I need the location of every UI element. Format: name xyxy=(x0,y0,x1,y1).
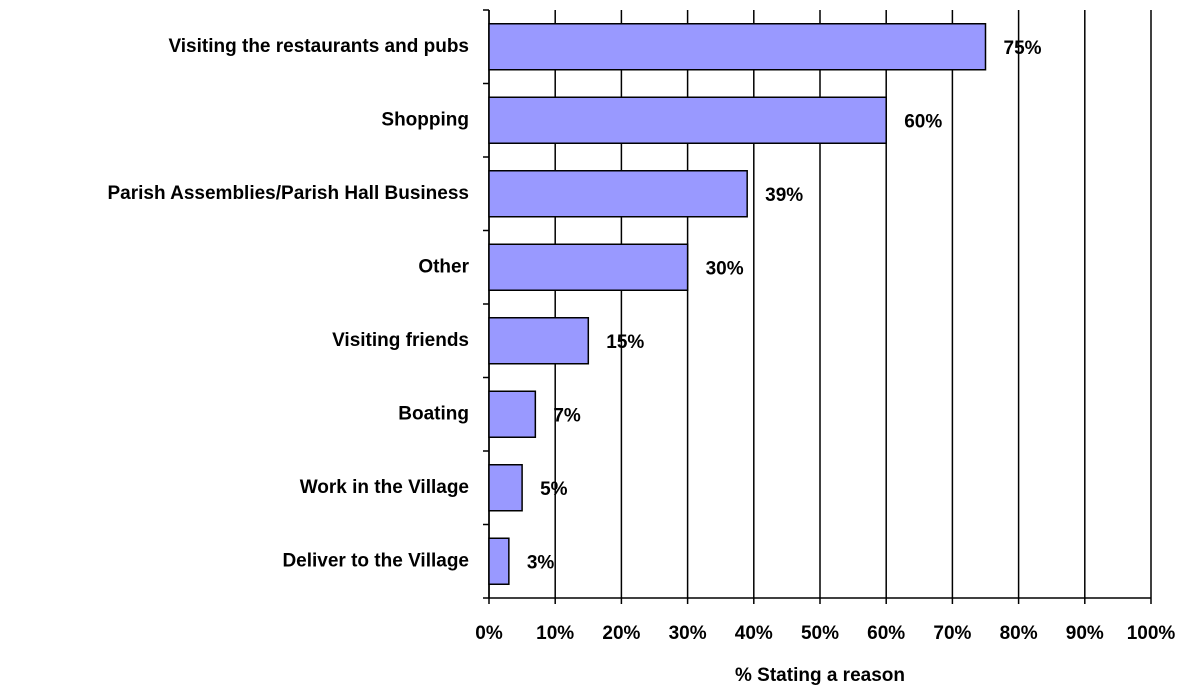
x-tick-label: 80% xyxy=(1000,623,1038,644)
data-label: 30% xyxy=(706,258,744,279)
y-tick-label: Other xyxy=(418,256,469,277)
y-tick-label: Visiting friends xyxy=(332,330,469,351)
y-tick-label: Deliver to the Village xyxy=(282,550,469,571)
x-tick-label: 90% xyxy=(1066,623,1104,644)
bar xyxy=(488,537,510,585)
x-tick-label: 0% xyxy=(475,623,503,644)
x-tick-label: 10% xyxy=(536,623,574,644)
data-label: 15% xyxy=(606,332,644,353)
bar xyxy=(488,464,523,512)
y-tick-label: Boating xyxy=(398,403,469,424)
data-label: 75% xyxy=(1004,38,1042,59)
y-tick-label: Shopping xyxy=(381,109,469,130)
data-label: 39% xyxy=(765,185,803,206)
x-tick-label: 100% xyxy=(1127,623,1176,644)
x-tick-label: 60% xyxy=(867,623,905,644)
bar xyxy=(488,390,537,438)
bar xyxy=(488,96,887,144)
x-tick-label: 70% xyxy=(933,623,971,644)
x-tick-label: 50% xyxy=(801,623,839,644)
bar xyxy=(488,23,987,71)
x-axis-label: % Stating a reason xyxy=(735,665,905,686)
data-label: 5% xyxy=(540,479,568,500)
bar xyxy=(488,170,748,218)
data-label: 7% xyxy=(553,405,581,426)
data-label: 60% xyxy=(904,111,942,132)
y-tick-label: Work in the Village xyxy=(300,477,469,498)
y-tick-label: Parish Assemblies/Parish Hall Business xyxy=(107,183,469,204)
x-tick-label: 30% xyxy=(669,623,707,644)
x-tick-label: 20% xyxy=(602,623,640,644)
y-tick-label: Visiting the restaurants and pubs xyxy=(168,36,469,57)
bar xyxy=(488,243,689,291)
bar xyxy=(488,317,590,365)
data-label: 3% xyxy=(527,552,555,573)
x-tick-label: 40% xyxy=(735,623,773,644)
